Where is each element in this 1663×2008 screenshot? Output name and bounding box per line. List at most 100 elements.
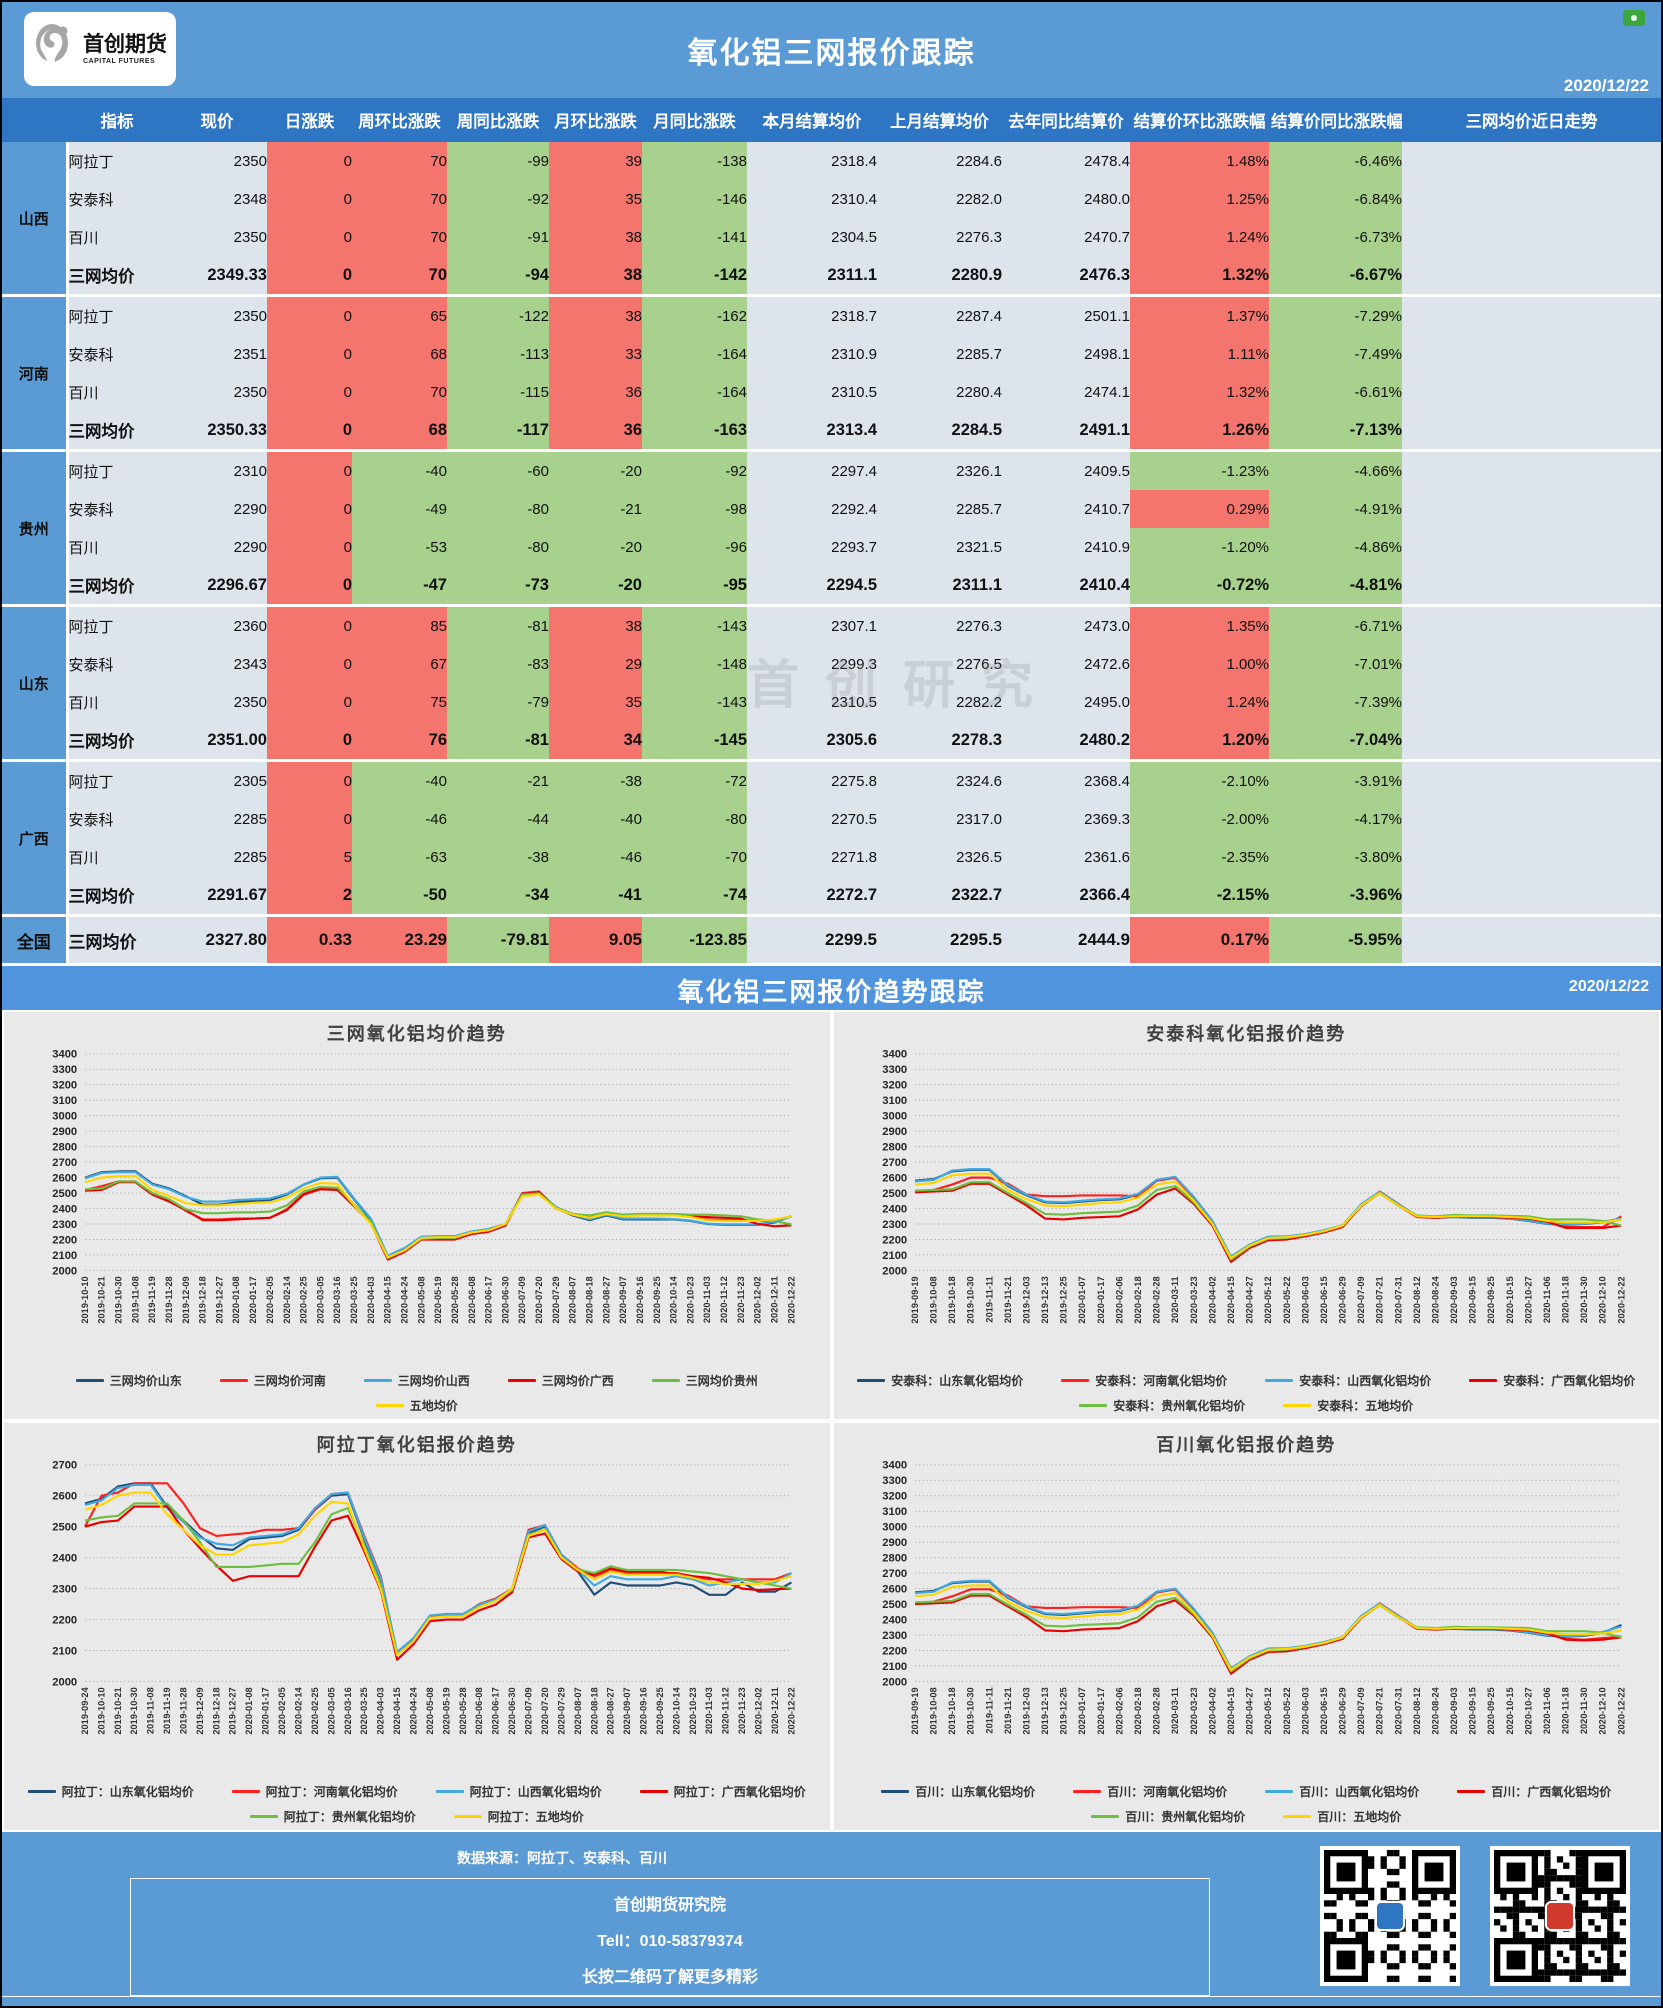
svg-text:2500: 2500 xyxy=(52,1188,77,1200)
legend-item: 百川：山东氧化铝均价 xyxy=(881,1783,1035,1800)
value-cell: -3.80% xyxy=(1269,838,1402,876)
value-cell: 2317.0 xyxy=(877,800,1002,838)
value-cell: -5.95% xyxy=(1269,915,1402,966)
value-cell: 2304.5 xyxy=(747,218,877,256)
svg-text:2020-02-28: 2020-02-28 xyxy=(1151,1276,1161,1323)
column-header: 结算价同比涨跌幅 xyxy=(1269,98,1402,142)
svg-text:2020-09-25: 2020-09-25 xyxy=(652,1276,662,1323)
value-cell: 2285 xyxy=(167,800,267,838)
svg-text:2020-01-17: 2020-01-17 xyxy=(261,1687,271,1734)
value-cell: 68 xyxy=(352,411,447,452)
svg-text:2019-10-18: 2019-10-18 xyxy=(947,1276,957,1323)
legend-item: 三网均价河南 xyxy=(219,1372,326,1389)
indicator-cell: 阿拉丁 xyxy=(67,142,167,180)
svg-text:2019-12-27: 2019-12-27 xyxy=(214,1276,224,1323)
svg-text:2020-04-02: 2020-04-02 xyxy=(1207,1687,1217,1734)
value-cell: -6.61% xyxy=(1269,373,1402,411)
svg-text:3400: 3400 xyxy=(52,1049,77,1061)
svg-text:2020-06-03: 2020-06-03 xyxy=(1300,1687,1310,1734)
svg-text:2020-09-03: 2020-09-03 xyxy=(1449,1276,1459,1323)
logo-title: 首创期货 xyxy=(83,32,167,56)
logo-swirl-icon xyxy=(33,21,77,78)
value-cell: -60 xyxy=(447,450,549,490)
svg-text:2019-10-10: 2019-10-10 xyxy=(80,1276,90,1323)
legend-label: 三网均价山东 xyxy=(109,1374,182,1388)
value-cell: 2272.7 xyxy=(747,876,877,917)
svg-text:2019-11-08: 2019-11-08 xyxy=(130,1276,140,1323)
svg-text:2020-12-11: 2020-12-11 xyxy=(770,1687,780,1734)
region-label: 河南 xyxy=(2,295,69,452)
svg-text:2019-10-30: 2019-10-30 xyxy=(965,1276,975,1323)
chart-title: 百川氧化铝报价趋势 xyxy=(1156,1435,1337,1455)
svg-text:2020-02-18: 2020-02-18 xyxy=(1132,1687,1142,1734)
svg-text:2100: 2100 xyxy=(52,1645,77,1657)
table-row: 全国 三网均价 2327.80 0.33 23.29 -79.81 9.05 -123.85 2… xyxy=(2,915,1661,966)
indicator-cell: 百川 xyxy=(67,218,167,256)
value-cell: 2473.0 xyxy=(1002,605,1130,645)
column-header: 周同比涨跌 xyxy=(447,98,549,142)
legend-item: 安泰科：河南氧化铝均价 xyxy=(1061,1372,1227,1389)
legend-item: 阿拉丁：山东氧化铝均价 xyxy=(27,1783,194,1800)
value-cell: -123.85 xyxy=(642,915,747,966)
svg-text:3200: 3200 xyxy=(52,1080,77,1092)
svg-text:2020-10-27: 2020-10-27 xyxy=(1523,1687,1533,1734)
svg-text:2020-02-05: 2020-02-05 xyxy=(277,1687,287,1734)
svg-text:2020-12-22: 2020-12-22 xyxy=(786,1276,796,1323)
indicator-cell: 百川 xyxy=(67,373,167,411)
sparkline-cell xyxy=(1402,450,1661,607)
svg-text:2020-09-15: 2020-09-15 xyxy=(1467,1687,1477,1734)
legend-item: 阿拉丁：五地均价 xyxy=(453,1808,584,1825)
svg-text:2020-04-24: 2020-04-24 xyxy=(399,1275,409,1323)
svg-text:2020-06-03: 2020-06-03 xyxy=(1300,1276,1310,1323)
value-cell: 0 xyxy=(267,760,352,800)
value-cell: 2351.00 xyxy=(167,721,267,762)
column-header: 结算价环比涨跌幅 xyxy=(1130,98,1269,142)
org-tel: Tell：010-58379374 xyxy=(597,1933,743,1950)
value-cell: 2282.2 xyxy=(877,683,1002,721)
legend-swatch xyxy=(249,1815,278,1818)
svg-text:2020-04-02: 2020-04-02 xyxy=(1207,1276,1217,1323)
svg-text:2019-10-30: 2019-10-30 xyxy=(965,1687,975,1734)
legend-swatch xyxy=(881,1790,910,1793)
svg-text:2019-11-28: 2019-11-28 xyxy=(164,1276,174,1323)
svg-text:2020-12-22: 2020-12-22 xyxy=(786,1687,796,1734)
org-name: 首创期货研究院 xyxy=(613,1897,726,1914)
svg-text:2020-02-25: 2020-02-25 xyxy=(310,1687,320,1734)
value-cell: 2318.7 xyxy=(747,295,877,335)
chart-title: 阿拉丁氧化铝报价趋势 xyxy=(316,1435,517,1455)
svg-text:2020-06-15: 2020-06-15 xyxy=(1318,1276,1328,1323)
value-cell: 2326.5 xyxy=(877,838,1002,876)
svg-text:2020-10-15: 2020-10-15 xyxy=(1504,1276,1514,1323)
value-cell: 2321.5 xyxy=(877,528,1002,566)
value-cell: -4.91% xyxy=(1269,490,1402,528)
value-cell: 2327.80 xyxy=(167,915,267,966)
value-cell: -74 xyxy=(642,876,747,917)
legend-swatch xyxy=(1091,1815,1120,1818)
svg-text:2019-09-19: 2019-09-19 xyxy=(909,1276,919,1323)
value-cell: 75 xyxy=(352,683,447,721)
value-cell: 0 xyxy=(267,142,352,180)
svg-text:2020-09-07: 2020-09-07 xyxy=(618,1276,628,1323)
legend-item: 阿拉丁：贵州氧化铝均价 xyxy=(249,1808,416,1825)
legend-swatch xyxy=(1061,1379,1090,1382)
svg-text:2020-06-29: 2020-06-29 xyxy=(1337,1276,1347,1323)
svg-text:2020-11-03: 2020-11-03 xyxy=(702,1276,712,1323)
value-cell: -40 xyxy=(549,800,642,838)
value-cell: 2276.5 xyxy=(877,645,1002,683)
data-source-note: 数据来源：阿拉丁、安泰科、百川 xyxy=(457,1850,667,1866)
value-cell: 2348 xyxy=(167,180,267,218)
company-logo: 首创期货 CAPITAL FUTURES xyxy=(24,12,176,86)
table-row: 山东 阿拉丁 2360 0 85 -81 38 -143 2307.1 2276.3 2473.0 1… xyxy=(2,605,1661,762)
svg-text:2020-03-05: 2020-03-05 xyxy=(326,1687,336,1734)
legend-swatch xyxy=(1469,1379,1498,1382)
report-date: 2020/12/22 xyxy=(1563,76,1649,95)
value-cell: 0 xyxy=(267,528,352,566)
line-chart: 2000 2100 2200 2300 2400 2500 2600 2700 2019-09-… xyxy=(52,1460,796,1735)
value-cell: 85 xyxy=(352,605,447,645)
svg-text:2020-09-03: 2020-09-03 xyxy=(1449,1687,1459,1734)
svg-text:2020-07-31: 2020-07-31 xyxy=(1393,1276,1403,1323)
svg-text:2020-02-14: 2020-02-14 xyxy=(294,1686,304,1734)
svg-text:2020-04-15: 2020-04-15 xyxy=(1225,1276,1235,1323)
legend-swatch xyxy=(1457,1790,1486,1793)
svg-text:2019-11-21: 2019-11-21 xyxy=(1002,1687,1012,1734)
